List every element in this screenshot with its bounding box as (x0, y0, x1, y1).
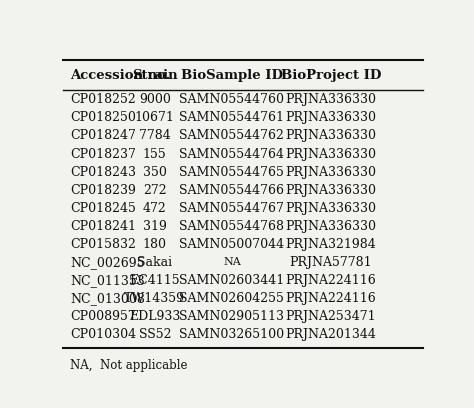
Text: CP018247: CP018247 (70, 129, 136, 142)
Text: PRJNA336330: PRJNA336330 (286, 220, 376, 233)
Text: CP018250: CP018250 (70, 111, 136, 124)
Text: EC4115: EC4115 (129, 274, 180, 287)
Text: SAMN05544760: SAMN05544760 (179, 93, 284, 106)
Text: SAMN05544765: SAMN05544765 (180, 166, 284, 179)
Text: PRJNA336330: PRJNA336330 (286, 129, 376, 142)
Text: NC_011353: NC_011353 (70, 274, 145, 287)
Text: 319: 319 (143, 220, 167, 233)
Text: SAMN03265100: SAMN03265100 (179, 328, 284, 341)
Text: 472: 472 (143, 202, 167, 215)
Text: EDL933: EDL933 (129, 310, 181, 323)
Text: BioSample ID: BioSample ID (181, 69, 283, 82)
Text: PRJNA201344: PRJNA201344 (286, 328, 376, 341)
Text: CP010304: CP010304 (70, 328, 137, 341)
Text: NC_013008: NC_013008 (70, 292, 145, 305)
Text: PRJNA336330: PRJNA336330 (286, 184, 376, 197)
Text: 9000: 9000 (139, 93, 171, 106)
Text: SAMN05544762: SAMN05544762 (180, 129, 284, 142)
Text: CP018241: CP018241 (70, 220, 136, 233)
Text: 7784: 7784 (139, 129, 171, 142)
Text: CP018245: CP018245 (70, 202, 136, 215)
Text: CP018252: CP018252 (70, 93, 136, 106)
Text: 10671: 10671 (135, 111, 175, 124)
Text: CP015832: CP015832 (70, 238, 136, 251)
Text: Accession no.: Accession no. (70, 69, 171, 82)
Text: 180: 180 (143, 238, 167, 251)
Text: SAMN05544767: SAMN05544767 (180, 202, 284, 215)
Text: NC_002695: NC_002695 (70, 256, 145, 269)
Text: CP008957: CP008957 (70, 310, 136, 323)
Text: SAMN05544766: SAMN05544766 (179, 184, 284, 197)
Text: PRJNA336330: PRJNA336330 (286, 148, 376, 160)
Text: PRJNA336330: PRJNA336330 (286, 111, 376, 124)
Text: SAMN02603441: SAMN02603441 (179, 274, 284, 287)
Text: NA,  Not applicable: NA, Not applicable (70, 359, 188, 373)
Text: BioProject ID: BioProject ID (281, 69, 381, 82)
Text: TW14359: TW14359 (124, 292, 185, 305)
Text: PRJNA224116: PRJNA224116 (286, 274, 376, 287)
Text: Strain: Strain (132, 69, 178, 82)
Text: CP018239: CP018239 (70, 184, 136, 197)
Text: SAMN05544768: SAMN05544768 (179, 220, 284, 233)
Text: 350: 350 (143, 166, 167, 179)
Text: NA: NA (223, 257, 241, 267)
Text: SAMN02905113: SAMN02905113 (179, 310, 284, 323)
Text: SAMN02604255: SAMN02604255 (180, 292, 284, 305)
Text: SAMN05007044: SAMN05007044 (179, 238, 284, 251)
Text: Sakai: Sakai (137, 256, 173, 269)
Text: 155: 155 (143, 148, 167, 160)
Text: PRJNA321984: PRJNA321984 (286, 238, 376, 251)
Text: SAMN05544761: SAMN05544761 (179, 111, 284, 124)
Text: PRJNA336330: PRJNA336330 (286, 166, 376, 179)
Text: PRJNA57781: PRJNA57781 (290, 256, 373, 269)
Text: PRJNA253471: PRJNA253471 (286, 310, 376, 323)
Text: CP018243: CP018243 (70, 166, 136, 179)
Text: SAMN05544764: SAMN05544764 (179, 148, 284, 160)
Text: PRJNA336330: PRJNA336330 (286, 202, 376, 215)
Text: CP018237: CP018237 (70, 148, 136, 160)
Text: SS52: SS52 (138, 328, 171, 341)
Text: PRJNA336330: PRJNA336330 (286, 93, 376, 106)
Text: PRJNA224116: PRJNA224116 (286, 292, 376, 305)
Text: 272: 272 (143, 184, 166, 197)
